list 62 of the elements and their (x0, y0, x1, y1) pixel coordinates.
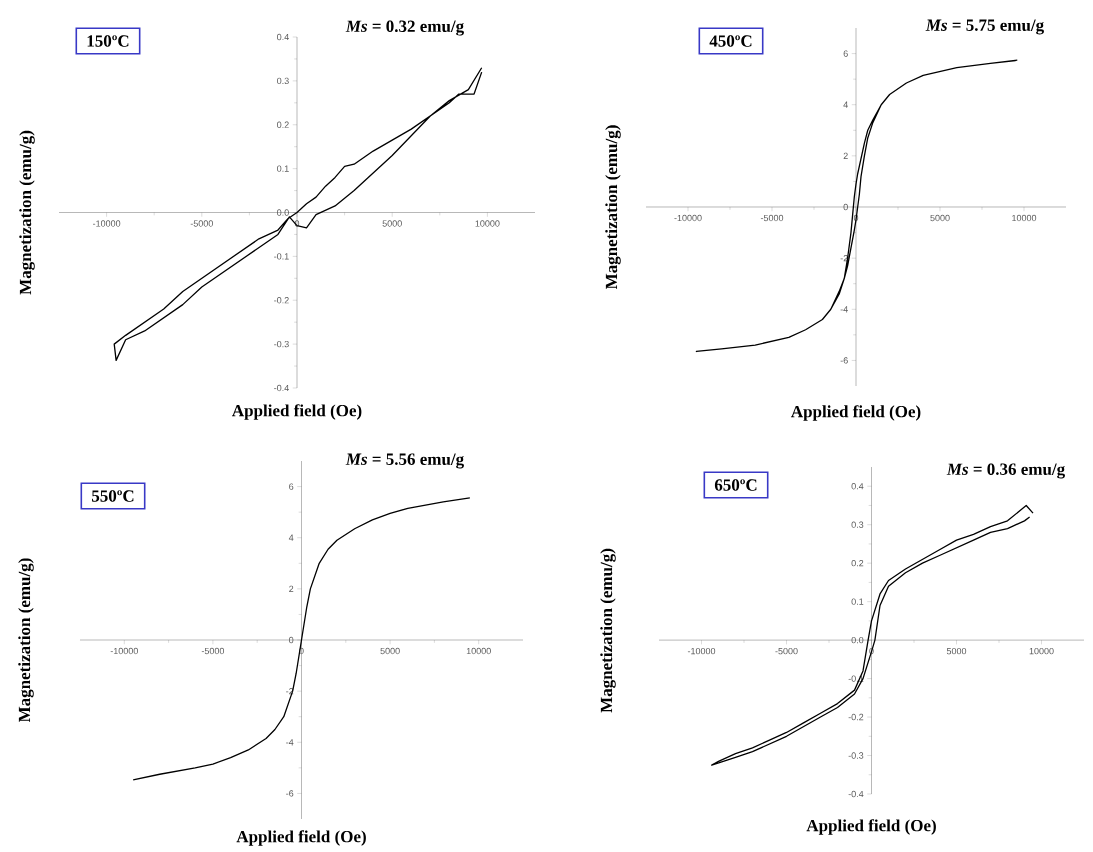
y-tick-label: -4 (286, 739, 294, 746)
annotation: Ms = 5.56 emu/g (345, 453, 464, 469)
annotation: Ms = 0.36 emu/g (946, 463, 1065, 479)
y-tick-label: 0.2 (277, 121, 289, 128)
x-tick-label: -10000 (110, 647, 138, 655)
x-axis-title: Applied field (Oe) (791, 405, 921, 421)
y-tick-label: 4 (843, 101, 848, 108)
text: 550ºC (91, 490, 134, 502)
y-axis-title: Magnetization (emu/g) (19, 130, 35, 295)
annotation: Ms = 5.75 emu/g (925, 19, 1044, 35)
x-tick-label: 0 (294, 220, 300, 227)
y-tick-label: 6 (843, 50, 848, 57)
y-tick-label: 0 (843, 203, 848, 211)
x-tick-label: 10000 (1012, 214, 1037, 222)
x-tick-label: -5000 (201, 647, 225, 655)
x-axis-title: Applied field (Oe) (232, 404, 362, 420)
y-tick-label: 0.4 (851, 483, 864, 490)
chart-title: 150ºC (87, 35, 129, 47)
x-tick-label: -5000 (190, 220, 213, 227)
x-tick-label: 5000 (930, 214, 950, 222)
y-tick-label: -0.4 (848, 790, 864, 798)
x-tick-label: 5000 (946, 647, 967, 655)
y-tick-label: -0.1 (274, 253, 289, 260)
y-tick-label: -0.2 (274, 297, 289, 304)
x-tick-label: -5000 (775, 647, 798, 655)
x-tick-label: 5000 (382, 220, 402, 227)
x-tick-label: -10000 (687, 647, 716, 655)
y-tick-label: 6 (289, 483, 294, 490)
y-tick-label: 0.0 (851, 636, 864, 644)
text: Ms = 0.32 emu/g (345, 20, 464, 36)
x-tick-label: 10000 (475, 220, 500, 227)
y-tick-label: 0.1 (277, 165, 289, 172)
y-tick-label: -4 (840, 306, 848, 313)
y-tick-label: 0 (289, 636, 294, 644)
x-tick-label: 10000 (1029, 647, 1054, 655)
y-tick-label: 0.0 (277, 209, 289, 216)
y-tick-label: 2 (289, 585, 294, 592)
x-tick-label: -5000 (760, 214, 784, 222)
y-tick-label: -0.4 (274, 384, 289, 392)
y-tick-label: 2 (843, 152, 848, 159)
y-tick-label: 4 (288, 534, 294, 541)
x-tick-label: -10000 (93, 220, 121, 227)
y-tick-label: -0.3 (848, 752, 864, 759)
y-tick-label: 0.1 (851, 598, 864, 605)
y-tick-label: 0.3 (277, 77, 289, 85)
y-tick-label: -6 (840, 357, 848, 364)
y-axis-title: Magnetization (emu/g) (605, 125, 621, 290)
text: 650ºC (714, 479, 757, 491)
y-axis-title: Magnetization (emu/g) (600, 548, 616, 713)
y-tick-label: -6 (286, 790, 294, 797)
chart-title: 450ºC (709, 35, 752, 47)
y-axis-title: Magnetization (emu/g) (18, 558, 34, 723)
x-tick-label: 10000 (466, 647, 491, 655)
y-tick-label: 0.3 (851, 521, 864, 528)
x-tick-label: -10000 (674, 214, 702, 222)
y-tick-label: -0.3 (274, 340, 289, 348)
y-tick-label: 0.2 (851, 559, 864, 567)
x-tick-label: 5000 (380, 647, 400, 655)
y-tick-label: 0.4 (277, 33, 289, 41)
x-axis-title: Applied field (Oe) (806, 819, 936, 835)
y-tick-label: -0.2 (848, 713, 864, 721)
x-axis-title: Applied field (Oe) (236, 830, 366, 846)
